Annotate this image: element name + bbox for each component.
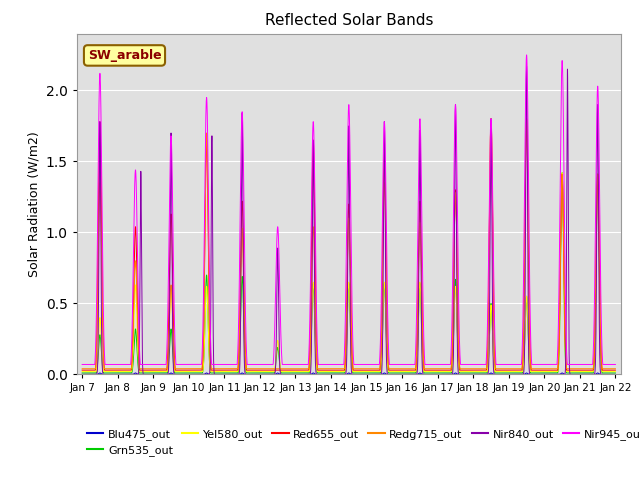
- Nir840_out: [507, 372, 515, 377]
- Nir840_out: [479, 372, 487, 377]
- Yel580_out: [558, 170, 566, 176]
- Red655_out: [493, 367, 501, 373]
- Nir840_out: [523, 63, 531, 69]
- Blu475_out: [78, 372, 86, 377]
- Line: Yel580_out: Yel580_out: [82, 173, 616, 372]
- Grn535_out: [507, 370, 515, 376]
- Red655_out: [106, 367, 114, 373]
- Grn535_out: [479, 370, 487, 376]
- Nir945_out: [507, 361, 515, 367]
- Nir840_out: [514, 372, 522, 377]
- Text: SW_arable: SW_arable: [88, 49, 161, 62]
- Line: Nir945_out: Nir945_out: [82, 55, 616, 364]
- Redg715_out: [78, 366, 86, 372]
- Yel580_out: [106, 369, 114, 374]
- Line: Red655_out: Red655_out: [82, 119, 616, 370]
- Yel580_out: [78, 369, 86, 374]
- Yel580_out: [479, 369, 487, 374]
- Line: Grn535_out: Grn535_out: [82, 173, 616, 373]
- Grn535_out: [514, 370, 522, 376]
- Y-axis label: Solar Radiation (W/m2): Solar Radiation (W/m2): [28, 131, 40, 277]
- Redg715_out: [479, 366, 487, 372]
- Blu475_out: [612, 372, 620, 377]
- Blu475_out: [96, 370, 104, 376]
- Grn535_out: [612, 370, 620, 376]
- Blu475_out: [479, 372, 487, 377]
- Red655_out: [612, 367, 620, 373]
- Redg715_out: [106, 366, 114, 372]
- Nir945_out: [523, 52, 531, 58]
- Line: Redg715_out: Redg715_out: [82, 119, 616, 369]
- Red655_out: [487, 116, 495, 121]
- Red655_out: [479, 367, 487, 373]
- Redg715_out: [612, 366, 620, 372]
- Line: Nir840_out: Nir840_out: [82, 66, 616, 374]
- Yel580_out: [612, 369, 620, 374]
- Grn535_out: [419, 356, 426, 361]
- Yel580_out: [493, 369, 501, 374]
- Redg715_out: [507, 366, 515, 372]
- Nir945_out: [419, 271, 426, 276]
- Redg715_out: [419, 329, 426, 335]
- Nir945_out: [479, 361, 487, 367]
- Nir945_out: [612, 361, 620, 367]
- Redg715_out: [487, 116, 495, 121]
- Yel580_out: [507, 369, 515, 374]
- Blu475_out: [514, 372, 522, 377]
- Grn535_out: [493, 370, 501, 376]
- Nir945_out: [106, 361, 114, 367]
- Redg715_out: [493, 366, 501, 372]
- Red655_out: [78, 367, 86, 373]
- Line: Blu475_out: Blu475_out: [82, 373, 616, 374]
- Blu475_out: [106, 372, 114, 377]
- Nir840_out: [612, 372, 620, 377]
- Nir840_out: [493, 372, 501, 377]
- Red655_out: [419, 328, 426, 334]
- Red655_out: [514, 367, 522, 373]
- Nir945_out: [514, 361, 522, 367]
- Nir840_out: [106, 372, 114, 377]
- Grn535_out: [106, 370, 114, 376]
- Nir945_out: [78, 361, 86, 367]
- Blu475_out: [419, 372, 426, 377]
- Grn535_out: [558, 170, 566, 176]
- Nir840_out: [419, 369, 426, 375]
- Legend: Blu475_out, Grn535_out, Yel580_out, Red655_out, Redg715_out, Nir840_out, Nir945_: Blu475_out, Grn535_out, Yel580_out, Red6…: [83, 424, 640, 460]
- Blu475_out: [493, 372, 501, 377]
- Yel580_out: [514, 369, 522, 374]
- Yel580_out: [419, 353, 426, 359]
- Grn535_out: [78, 370, 86, 376]
- Nir840_out: [190, 372, 198, 377]
- Nir840_out: [78, 372, 86, 377]
- Nir945_out: [493, 361, 501, 367]
- Title: Reflected Solar Bands: Reflected Solar Bands: [264, 13, 433, 28]
- Redg715_out: [514, 366, 522, 372]
- Blu475_out: [507, 372, 515, 377]
- Red655_out: [507, 367, 515, 373]
